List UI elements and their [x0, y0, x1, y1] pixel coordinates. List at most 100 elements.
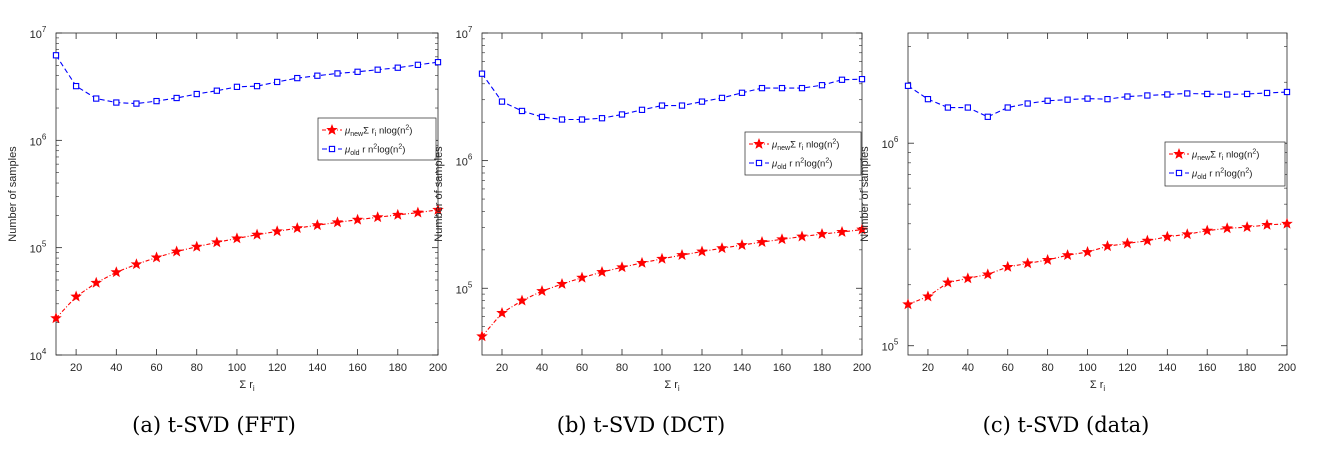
data-point-new — [70, 290, 82, 302]
data-point-old — [72, 82, 80, 90]
series-new — [902, 217, 1293, 310]
data-point-old — [1263, 89, 1271, 97]
data-point-old — [253, 82, 261, 90]
data-point-old — [213, 87, 220, 94]
data-point-new — [942, 276, 954, 288]
y-axis-label: Number of samples — [7, 146, 19, 242]
data-point-new — [962, 272, 974, 284]
data-point-new — [836, 225, 848, 237]
legend-marker-old — [1175, 169, 1183, 177]
plot-area — [55, 32, 439, 356]
data-point-old — [133, 100, 140, 107]
data-point-old — [1184, 90, 1191, 97]
data-point-new — [556, 277, 568, 289]
data-point-new — [1181, 228, 1194, 240]
x-tick-label: 80 — [1042, 362, 1054, 374]
data-point-old — [1144, 92, 1151, 99]
series-line-new — [481, 229, 863, 337]
data-point-old — [598, 115, 606, 122]
data-point-new — [150, 251, 163, 263]
data-point-new — [922, 290, 934, 302]
data-point-new — [231, 232, 243, 244]
data-point-new — [656, 252, 668, 264]
x-tick-label: 20 — [496, 362, 508, 374]
x-tick-label: 160 — [773, 362, 791, 374]
data-point-old — [274, 78, 281, 86]
data-point-new — [392, 208, 404, 220]
x-tick-label: 120 — [268, 362, 286, 374]
plot-area — [481, 32, 863, 356]
data-point-new — [90, 276, 102, 288]
chart-panel-2: 105 106 107 20 40 60 80 100 120 140 160 180 200 Σ ri N… — [433, 25, 871, 437]
caption: (a) t-SVD (FFT) — [132, 413, 296, 437]
y-tick-label: 106 — [882, 135, 899, 151]
x-tick-label: 40 — [962, 362, 974, 374]
x-tick-label: 180 — [1238, 362, 1256, 374]
data-point-old — [518, 107, 526, 115]
data-point-new — [1121, 237, 1134, 249]
data-point-new — [1041, 253, 1054, 265]
data-point-old — [718, 94, 726, 102]
data-point-new — [1061, 249, 1074, 261]
data-point-old — [578, 116, 586, 123]
data-point-old — [924, 95, 932, 103]
legend-label: μnewΣ ri nlog(n2) — [1191, 149, 1259, 163]
legend: μnewΣ ri nlog(n2) μold r n2log(n2) — [1164, 141, 1286, 187]
legend-marker-old — [755, 159, 763, 167]
legend-label: μnewΣ ri nlog(n2) — [344, 125, 412, 139]
data-point-old — [314, 72, 321, 79]
data-point-new — [170, 245, 183, 257]
data-point-old — [394, 64, 401, 71]
data-point-old — [944, 104, 952, 111]
y-minor-ticks — [56, 37, 438, 323]
legend-box — [317, 117, 437, 161]
data-point-old — [1204, 90, 1211, 98]
data-point-old — [294, 74, 301, 82]
data-point-new — [432, 203, 444, 215]
data-point-new — [736, 239, 748, 250]
data-point-old — [1064, 96, 1071, 103]
data-point-new — [1161, 230, 1174, 242]
legend-marker-new — [753, 137, 765, 149]
y-axis-label: Number of samples — [859, 146, 871, 242]
x-tick-label: 200 — [853, 362, 871, 374]
data-point-new — [516, 294, 528, 306]
caption: (c) t-SVD (data) — [983, 413, 1150, 437]
y-tick-label: 104 — [30, 347, 47, 363]
data-point-old — [778, 84, 786, 92]
data-point-old — [113, 99, 120, 106]
data-point-old — [1124, 93, 1131, 100]
series-new — [476, 223, 868, 342]
data-point-old — [1164, 91, 1171, 98]
data-point-old — [738, 89, 746, 96]
x-tick-label: 20 — [70, 362, 82, 374]
data-point-new — [856, 223, 868, 235]
x-tick-label: 80 — [191, 362, 203, 374]
x-tick-label: 140 — [1158, 362, 1176, 374]
data-point-new — [1081, 246, 1094, 257]
x-tick-label: 40 — [536, 362, 548, 374]
x-tick-label: 120 — [693, 362, 711, 374]
data-point-old — [538, 113, 546, 121]
y-tick-label: 105 — [30, 240, 47, 256]
data-point-new — [371, 211, 384, 223]
data-point-new — [676, 249, 688, 260]
data-point-new — [130, 258, 143, 270]
x-tick-label: 40 — [110, 362, 122, 374]
data-point-old — [1104, 95, 1111, 103]
series-new — [50, 203, 444, 324]
data-point-new — [1261, 218, 1273, 230]
legend: μnewΣ ri nlog(n2) μold r n2log(n2) — [317, 117, 437, 161]
legend-marker-new — [326, 123, 338, 135]
data-point-new — [190, 240, 203, 252]
data-point-old — [698, 98, 706, 105]
data-point-old — [1224, 91, 1231, 98]
data-point-old — [434, 59, 442, 66]
data-point-new — [796, 230, 808, 242]
series-old — [478, 70, 866, 123]
x-tick-label: 180 — [389, 362, 407, 374]
data-point-old — [478, 70, 486, 77]
x-tick-label: 120 — [1118, 362, 1136, 374]
y-tick-label: 106 — [30, 132, 47, 148]
data-point-new — [1101, 240, 1114, 252]
